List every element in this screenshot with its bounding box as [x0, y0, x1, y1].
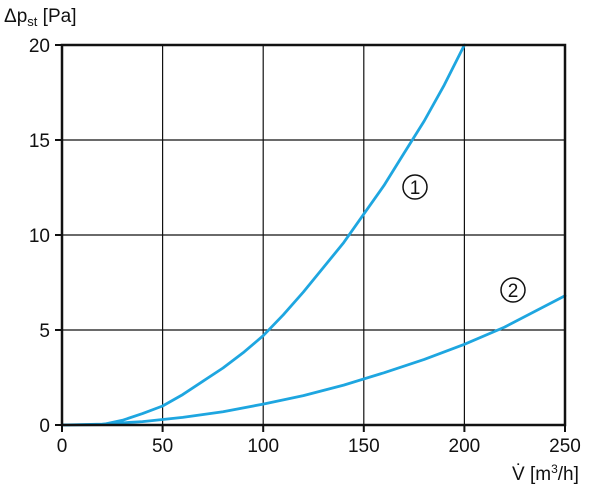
x-tick-label: 150	[348, 436, 380, 457]
x-axis-unit-post: /h]	[558, 464, 579, 485]
tick-labels: 0 50 100 150 200 250 0 5 10 15 20	[29, 36, 581, 457]
marker-circle	[402, 174, 428, 200]
marker-label: 1	[410, 178, 421, 199]
x-tick-label: 0	[57, 436, 68, 457]
y-tick-label: 5	[39, 321, 50, 342]
series-1-line	[60, 43, 466, 427]
series-1-marker: 1	[402, 174, 428, 200]
x-tick-label: 100	[247, 436, 279, 457]
series-markers: 12	[402, 174, 526, 303]
marker-circle	[500, 277, 526, 303]
y-axis-subscript: st	[27, 14, 38, 29]
x-tick-label: 50	[152, 436, 173, 457]
x-tick-label: 250	[549, 436, 581, 457]
x-axis-symbol: V̇	[512, 464, 525, 485]
y-axis-title: Δpst [Pa]	[4, 6, 76, 29]
y-tick-label: 15	[29, 131, 50, 152]
series-2-line	[60, 294, 567, 427]
y-tick-label: 20	[29, 36, 50, 57]
x-tick-label: 200	[449, 436, 481, 457]
x-axis-unit-pre: [m	[525, 464, 551, 485]
y-tick-label: 0	[39, 416, 50, 437]
y-axis-symbol: Δp	[4, 6, 27, 27]
grid	[62, 45, 565, 425]
curves	[60, 43, 567, 427]
x-axis-title: V̇ [m3/h]	[512, 462, 579, 485]
x-axis-unit-sup: 3	[551, 462, 558, 476]
marker-label: 2	[508, 281, 519, 302]
series-2-marker: 2	[500, 277, 526, 303]
y-tick-label: 10	[29, 226, 50, 247]
y-axis-unit: [Pa]	[37, 6, 76, 27]
